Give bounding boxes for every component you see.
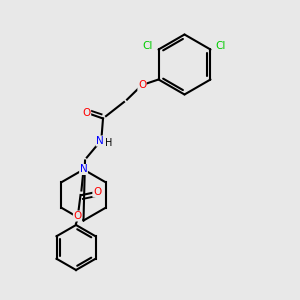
Text: H: H: [105, 137, 113, 148]
Text: Cl: Cl: [216, 41, 226, 52]
Text: O: O: [74, 211, 82, 221]
Text: O: O: [82, 107, 91, 118]
Text: N: N: [96, 136, 104, 146]
Text: N: N: [80, 164, 87, 175]
Text: Cl: Cl: [143, 41, 153, 52]
Text: O: O: [93, 187, 101, 197]
Text: O: O: [138, 80, 146, 91]
